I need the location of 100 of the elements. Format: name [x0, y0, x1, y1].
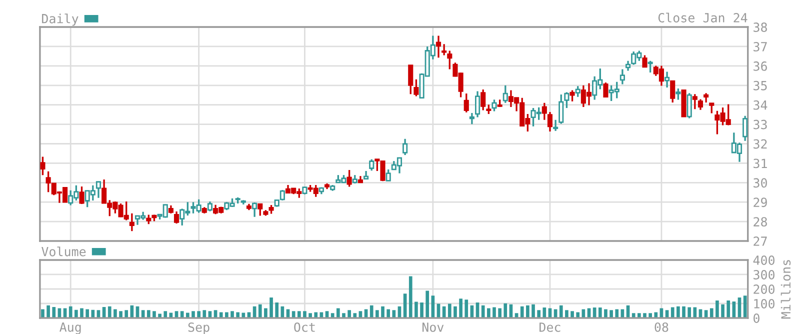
- bar: [303, 311, 306, 318]
- legend-label: Volume: [42, 246, 86, 256]
- x-tick-label: Dec: [540, 322, 560, 332]
- bar: [498, 308, 502, 318]
- y-tick-label: 400: [753, 255, 774, 265]
- y-tick-label: 27: [754, 236, 767, 246]
- candlestick: [742, 115, 748, 142]
- candlestick: [252, 202, 258, 218]
- y-tick-label: 38: [754, 22, 767, 32]
- candlestick: [642, 54, 648, 68]
- bar: [693, 307, 697, 318]
- y-tick-label: 100: [754, 299, 774, 308]
- candlestick: [625, 60, 631, 72]
- x-tick-label: Nov: [422, 322, 444, 332]
- candlestick: [442, 43, 447, 56]
- bar: [164, 311, 168, 318]
- candlestick: [575, 85, 580, 98]
- bar: [91, 310, 95, 318]
- bar: [532, 304, 535, 318]
- legend-label: Daily: [42, 14, 78, 26]
- y-tick-label: 33: [754, 120, 767, 130]
- bar: [386, 309, 390, 318]
- bar: [124, 310, 128, 318]
- bar: [392, 310, 396, 318]
- candlestick: [408, 64, 414, 95]
- bar: [598, 308, 602, 318]
- bar: [230, 311, 234, 318]
- x-tick-label: Aug: [60, 322, 81, 334]
- bar: [721, 304, 724, 318]
- bar: [615, 309, 619, 318]
- candlestick: [346, 169, 352, 188]
- bar: [376, 310, 379, 318]
- bar: [180, 311, 184, 318]
- bar: [41, 309, 44, 318]
- bar: [225, 312, 228, 318]
- bar: [370, 305, 374, 318]
- candlestick: [698, 98, 704, 111]
- candlestick: [474, 90, 480, 118]
- candlestick: [146, 214, 152, 225]
- bar: [448, 304, 452, 318]
- bar: [314, 312, 318, 318]
- candlestick: [676, 88, 681, 101]
- bar: [275, 302, 279, 318]
- candlestick: [414, 78, 419, 98]
- candlestick: [447, 50, 452, 70]
- bar: [426, 290, 430, 318]
- bar: [520, 306, 524, 318]
- candlestick: [464, 92, 469, 114]
- x-tick-label: Oct: [294, 322, 315, 332]
- bar: [264, 308, 268, 318]
- bar: [414, 302, 418, 318]
- candlestick: [129, 212, 134, 232]
- bar: [688, 307, 692, 318]
- bar: [420, 302, 424, 318]
- candlestick: [469, 112, 474, 125]
- y-tick-label: 32: [754, 139, 767, 149]
- bar: [119, 311, 122, 318]
- candlestick: [502, 84, 508, 104]
- bar: [202, 310, 206, 318]
- bar: [348, 310, 351, 318]
- y-tick-label: 34: [754, 100, 768, 110]
- y-tick-label: 30: [754, 178, 767, 188]
- candlestick: [664, 70, 670, 88]
- candlestick: [79, 186, 84, 205]
- bar: [80, 308, 84, 318]
- bar: [526, 305, 530, 318]
- bar: [670, 307, 674, 318]
- text: Close Jan 24: [658, 12, 748, 22]
- candlestick: [486, 104, 492, 115]
- candlestick: [402, 138, 408, 156]
- candlestick: [686, 92, 692, 120]
- bar: [219, 312, 223, 318]
- candlestick: [492, 98, 497, 112]
- candlestick: [542, 102, 547, 121]
- bar: [108, 306, 112, 318]
- candlestick: [547, 111, 553, 132]
- candlestick: [96, 181, 102, 199]
- candlestick: [436, 34, 442, 58]
- bar: [408, 276, 412, 318]
- bar: [68, 306, 72, 318]
- bar: [537, 310, 541, 318]
- bar: [676, 306, 680, 318]
- bar: [459, 298, 462, 318]
- candlestick: [704, 92, 709, 104]
- candlestick: [369, 158, 374, 172]
- bar: [192, 311, 195, 318]
- bar: [486, 308, 490, 318]
- candlestick: [709, 102, 714, 114]
- candlestick: [174, 210, 180, 224]
- bar: [270, 298, 273, 318]
- bar: [559, 305, 563, 318]
- candlestick: [570, 89, 575, 102]
- candlestick: [620, 68, 625, 86]
- y-tick-label: 36: [754, 61, 767, 71]
- bar: [570, 311, 574, 318]
- bar: [146, 310, 150, 318]
- bar: [565, 310, 568, 318]
- bar: [74, 310, 78, 318]
- bar: [654, 312, 658, 318]
- candlestick: [480, 88, 486, 112]
